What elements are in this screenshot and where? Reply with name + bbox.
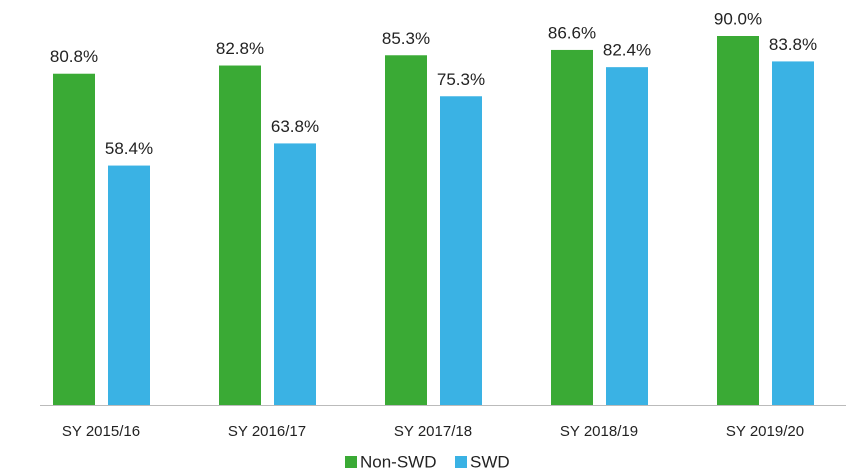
bar <box>606 67 648 405</box>
data-label: 83.8% <box>769 35 817 54</box>
data-label: 80.8% <box>50 47 98 66</box>
data-label: 75.3% <box>437 70 485 89</box>
bar <box>385 55 427 406</box>
data-label: 63.8% <box>271 117 319 136</box>
data-label: 82.8% <box>216 39 264 58</box>
data-label: 85.3% <box>382 29 430 48</box>
legend-swatch <box>345 456 357 468</box>
legend-label: SWD <box>470 452 510 471</box>
data-label: 58.4% <box>105 139 153 158</box>
x-tick-label: SY 2019/20 <box>726 423 804 440</box>
x-tick-label: SY 2016/17 <box>228 423 306 440</box>
bar <box>53 73 95 405</box>
x-tick-label: SY 2015/16 <box>62 423 140 440</box>
data-label: 86.6% <box>548 23 596 42</box>
bar <box>551 49 593 405</box>
legend-swatch <box>455 456 467 468</box>
bar <box>219 65 261 406</box>
x-tick-label: SY 2017/18 <box>394 423 472 440</box>
legend-label: Non-SWD <box>360 452 437 471</box>
bar <box>772 61 814 406</box>
data-label: 90.0% <box>714 9 762 28</box>
bar <box>440 96 482 406</box>
bar <box>108 165 150 405</box>
bar <box>717 36 759 405</box>
data-label: 82.4% <box>603 41 651 60</box>
bar <box>274 143 316 406</box>
x-tick-label: SY 2018/19 <box>560 423 638 440</box>
